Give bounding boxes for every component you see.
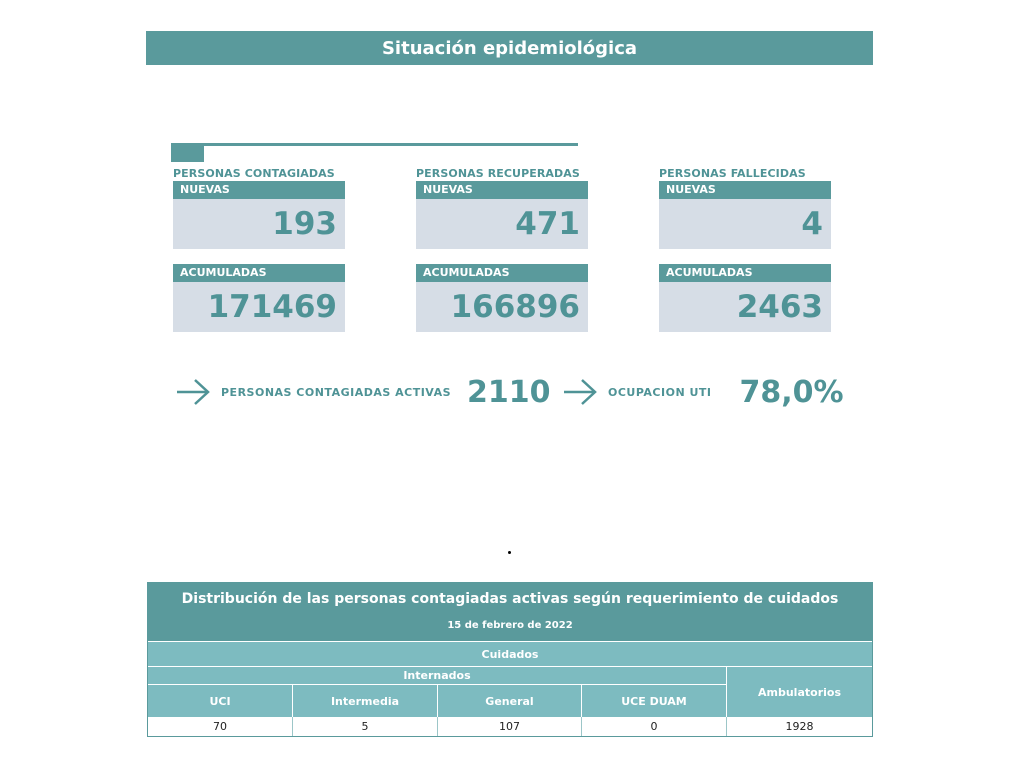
nuevas-header: NUEVAS	[173, 181, 345, 199]
cell-intermedia: 5	[293, 717, 438, 736]
nuevas-value: 4	[659, 199, 831, 249]
stat-contagiadas: PERSONAS CONTAGIADAS NUEVAS 193 ACUMULAD…	[173, 165, 345, 332]
acumuladas-header: ACUMULADAS	[173, 264, 345, 282]
stat-label: PERSONAS FALLECIDAS	[659, 167, 806, 180]
nuevas-header: NUEVAS	[659, 181, 831, 199]
indicator-ocupacion-uti: OCUPACION UTI 78,0%	[562, 372, 844, 412]
header-internados: Internados	[148, 666, 727, 684]
table-title-block: Distribución de las personas contagiadas…	[148, 583, 872, 641]
arrow-right-icon	[177, 379, 210, 405]
care-distribution-table: Distribución de las personas contagiadas…	[147, 582, 873, 737]
table-date: 15 de febrero de 2022	[447, 620, 573, 631]
header-ambulatorios: Ambulatorios	[727, 666, 872, 717]
indicator-value: 78,0%	[739, 374, 844, 410]
cell-uci: 70	[148, 717, 293, 736]
nuevas-value: 193	[173, 199, 345, 249]
nuevas-value: 471	[416, 199, 588, 249]
arrow-right-icon	[564, 379, 597, 405]
acumuladas-header: ACUMULADAS	[659, 264, 831, 282]
indicator-label: PERSONAS CONTAGIADAS ACTIVAS	[221, 385, 451, 399]
stat-recuperadas: PERSONAS RECUPERADAS NUEVAS 471 ACUMULAD…	[416, 165, 588, 332]
indicator-label: OCUPACION UTI	[608, 385, 712, 399]
header-uce-duam: UCE DUAM	[582, 684, 727, 717]
nuevas-header: NUEVAS	[416, 181, 588, 199]
acumuladas-value: 166896	[416, 282, 588, 332]
acumuladas-header: ACUMULADAS	[416, 264, 588, 282]
page-title: Situación epidemiológica	[146, 31, 873, 65]
indicator-value: 2110	[467, 374, 551, 410]
table-title: Distribución de las personas contagiadas…	[181, 591, 839, 607]
cell-ambulatorios: 1928	[727, 717, 872, 736]
header-uci: UCI	[148, 684, 293, 717]
indicator-contagiadas-activas: PERSONAS CONTAGIADAS ACTIVAS 2110	[175, 372, 551, 412]
cell-uce-duam: 0	[582, 717, 727, 736]
cell-general: 107	[438, 717, 582, 736]
accent-block	[171, 146, 204, 162]
table-row: 70 5 107 0 1928	[148, 717, 872, 736]
stat-fallecidas: PERSONAS FALLECIDAS NUEVAS 4 ACUMULADAS …	[659, 165, 831, 332]
header-cuidados: Cuidados	[148, 641, 872, 666]
acumuladas-value: 2463	[659, 282, 831, 332]
stat-label: PERSONAS CONTAGIADAS	[173, 167, 335, 180]
header-general: General	[438, 684, 582, 717]
accent-line	[171, 143, 578, 146]
stray-dot	[508, 551, 511, 554]
acumuladas-value: 171469	[173, 282, 345, 332]
header-intermedia: Intermedia	[293, 684, 438, 717]
stat-label: PERSONAS RECUPERADAS	[416, 167, 580, 180]
